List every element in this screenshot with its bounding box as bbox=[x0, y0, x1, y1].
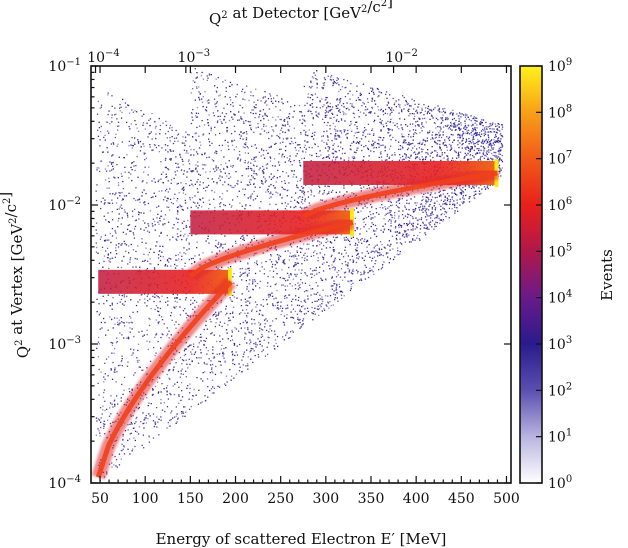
x-tick-label: 400 bbox=[403, 491, 430, 507]
colorbar-tick-label: 104 bbox=[548, 289, 572, 307]
x-tick-label: 350 bbox=[358, 491, 385, 507]
x-tick-label: 100 bbox=[132, 491, 159, 507]
x-axis-title: Energy of scattered Electron E′ [MeV] bbox=[156, 530, 447, 548]
y-tick-label: 10−2 bbox=[48, 196, 81, 214]
y-tick-label: 10−1 bbox=[48, 57, 81, 75]
colorbar-tick-label: 105 bbox=[548, 242, 572, 260]
colorbar bbox=[520, 66, 542, 483]
colorbar-tick-label: 107 bbox=[548, 150, 572, 168]
colorbar-tick-label: 103 bbox=[548, 335, 572, 353]
x-tick-label: 200 bbox=[222, 491, 249, 507]
colorbar-tick-label: 109 bbox=[548, 57, 572, 75]
x-tick-label: 300 bbox=[312, 491, 339, 507]
colorbar-tick-label: 108 bbox=[548, 103, 572, 121]
y-tick-label: 10−3 bbox=[48, 335, 81, 353]
colorbar-tick-label: 101 bbox=[548, 428, 572, 446]
x-tick-label: 450 bbox=[448, 491, 475, 507]
x-tick-label: 500 bbox=[493, 491, 520, 507]
x-tick-label: 150 bbox=[177, 491, 204, 507]
top-axis-title: Q2 at Detector [GeV2/c2] bbox=[209, 0, 393, 28]
top-tick-label: 10−2 bbox=[385, 48, 418, 66]
plateau-band bbox=[98, 270, 231, 294]
x-tick-label: 50 bbox=[91, 491, 109, 507]
colorbar-tick-label: 100 bbox=[548, 474, 572, 492]
y-axis-title: Q2 at Vertex [GeV2/c2] bbox=[0, 192, 32, 358]
x-tick-label: 250 bbox=[267, 491, 294, 507]
y-tick-label: 10−4 bbox=[48, 474, 81, 492]
colorbar-tick-label: 102 bbox=[548, 381, 572, 399]
top-tick-label: 10−3 bbox=[178, 48, 211, 66]
colorbar-title: Events bbox=[598, 249, 616, 301]
colorbar-tick-label: 106 bbox=[548, 196, 572, 214]
top-tick-label: 10−4 bbox=[87, 48, 120, 66]
